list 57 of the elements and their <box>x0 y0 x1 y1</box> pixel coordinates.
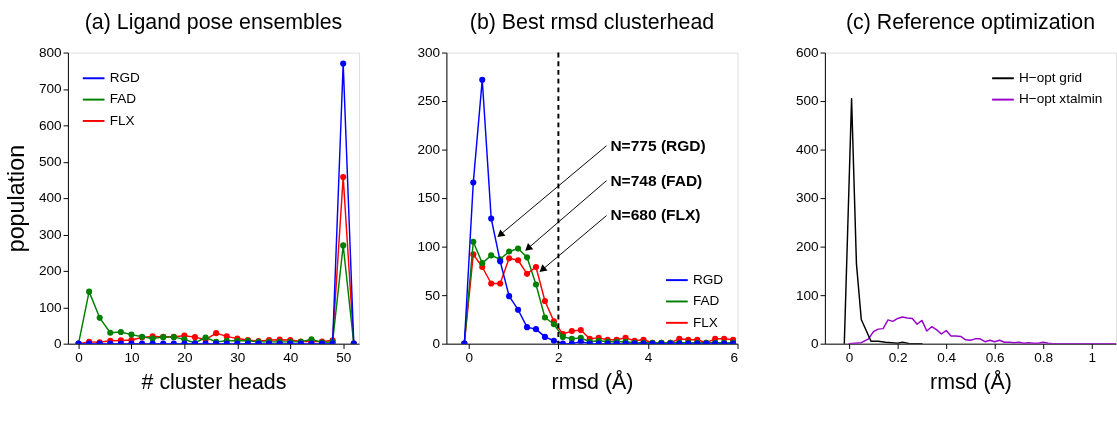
x-tick-label: 0 <box>465 349 474 365</box>
y-tick-label: 250 <box>417 93 441 109</box>
y-tick-label: 300 <box>795 190 820 206</box>
y-tick-label: 600 <box>38 117 63 133</box>
x-tick-label: 0.8 <box>1034 349 1054 365</box>
x-tick-label: 40 <box>283 349 299 365</box>
y-tick-label: 0 <box>811 336 820 352</box>
x-tick-label: 2 <box>555 349 563 365</box>
x-tick-label: 0.2 <box>888 349 908 365</box>
y-tick-label: 500 <box>38 154 63 170</box>
y-tick-label: 0 <box>432 336 441 352</box>
x-tick-label: 20 <box>177 349 193 365</box>
annotation: N=748 (FAD) <box>610 171 703 189</box>
chart-title: (a) Ligand pose ensembles <box>84 10 343 35</box>
legend-label: RGD <box>109 70 141 86</box>
annotation: N=775 (RGD) <box>610 136 706 154</box>
x-axis-title: rmsd (Å) <box>930 369 1012 394</box>
x-tick-label: 1 <box>1088 349 1097 365</box>
y-tick-label: 200 <box>795 239 820 255</box>
x-tick-label: 50 <box>336 349 352 365</box>
legend-label: H−opt grid <box>1018 70 1083 86</box>
y-axis-title: population <box>3 144 30 253</box>
y-tick-label: 400 <box>38 190 63 206</box>
y-tick-label: 50 <box>424 287 441 303</box>
x-tick-label: 10 <box>124 349 140 365</box>
y-tick-label: 100 <box>38 299 63 315</box>
x-tick-label: 0.6 <box>985 349 1005 365</box>
y-tick-label: 150 <box>417 190 441 206</box>
y-tick-label: 100 <box>795 287 820 303</box>
y-tick-label: 200 <box>417 141 441 157</box>
legend-label: RGD <box>692 272 724 287</box>
annotation: N=680 (FLX) <box>610 206 701 224</box>
legend-label: FLX <box>692 314 718 330</box>
y-tick-label: 300 <box>38 226 63 242</box>
x-tick-label: 6 <box>730 349 739 365</box>
y-tick-label: 500 <box>795 93 820 109</box>
y-tick-label: 700 <box>38 81 63 97</box>
y-tick-label: 600 <box>795 44 820 60</box>
legend-label: FAD <box>692 293 720 309</box>
y-tick-label: 400 <box>795 141 820 157</box>
chart-title: (b) Best rmsd clusterhead <box>469 10 715 35</box>
y-tick-label: 300 <box>417 44 441 60</box>
y-tick-label: 100 <box>417 239 441 255</box>
y-tick-label: 200 <box>38 263 63 279</box>
x-tick-label: 0 <box>845 349 854 365</box>
y-tick-label: 0 <box>54 336 63 352</box>
x-axis-title: # cluster heads <box>141 369 287 394</box>
x-axis-title: rmsd (Å) <box>551 369 634 394</box>
legend-label: FLX <box>109 112 135 128</box>
x-tick-label: 0.4 <box>937 349 957 365</box>
chart-title: (c) Reference optimization <box>845 10 1096 35</box>
y-tick-label: 800 <box>38 44 63 60</box>
x-tick-label: 0 <box>75 349 84 365</box>
legend-label: FAD <box>109 91 137 107</box>
x-tick-label: 4 <box>644 349 653 365</box>
x-tick-label: 30 <box>230 349 246 365</box>
legend-label: H−opt xtalmin <box>1018 91 1103 107</box>
